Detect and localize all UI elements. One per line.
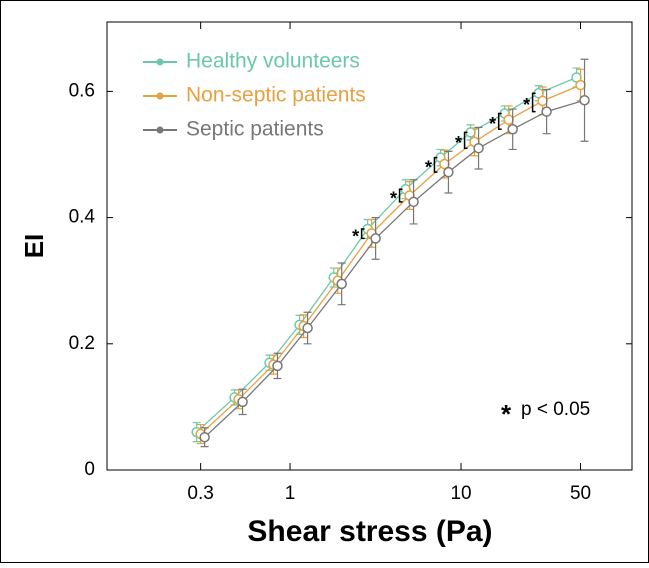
significance-marker: * bbox=[352, 226, 359, 246]
data-point bbox=[507, 124, 518, 135]
data-point bbox=[575, 79, 586, 91]
series-line bbox=[200, 84, 581, 435]
significance-bracket bbox=[463, 131, 468, 149]
significance-note: p < 0.05 bbox=[521, 399, 590, 420]
data-point bbox=[302, 322, 313, 334]
data-point bbox=[336, 278, 347, 290]
significance-marker: * bbox=[425, 158, 432, 178]
x-tick-label: 1 bbox=[285, 483, 296, 504]
significance-bracket bbox=[398, 188, 403, 203]
series-line bbox=[204, 99, 585, 438]
data-point bbox=[503, 114, 514, 126]
y-tick-label: 0.6 bbox=[69, 80, 95, 101]
data-point bbox=[408, 196, 419, 208]
data-point bbox=[443, 166, 454, 178]
legend-marker bbox=[156, 126, 164, 134]
significance-bracket bbox=[497, 112, 502, 131]
data-point bbox=[272, 360, 283, 372]
y-tick-label: 0.4 bbox=[69, 207, 96, 228]
significance-bracket bbox=[360, 228, 365, 240]
legend-label: Septic patients bbox=[186, 118, 324, 141]
significance-legend-marker: * bbox=[501, 399, 512, 429]
significance-marker: * bbox=[455, 133, 462, 153]
data-point bbox=[537, 95, 548, 107]
data-point bbox=[237, 396, 248, 408]
x-tick-label: 10 bbox=[450, 483, 471, 504]
significance-marker: * bbox=[489, 114, 496, 134]
x-tick-label: 0.3 bbox=[187, 483, 213, 504]
legend-label: Non-septic patients bbox=[186, 84, 366, 107]
legend-marker bbox=[156, 92, 164, 100]
data-point bbox=[541, 106, 552, 117]
data-point bbox=[370, 233, 381, 244]
significance-marker: * bbox=[390, 188, 397, 208]
plot-area bbox=[106, 21, 633, 471]
legend-label: Healthy volunteers bbox=[186, 50, 360, 73]
data-point bbox=[473, 142, 484, 154]
legend-marker bbox=[156, 58, 164, 66]
data-point bbox=[199, 431, 210, 443]
significance-bracket bbox=[433, 156, 438, 173]
y-axis-label: EI bbox=[19, 234, 49, 259]
y-tick-label: 0.2 bbox=[69, 333, 95, 354]
data-point bbox=[579, 94, 590, 106]
y-tick-label: 0 bbox=[84, 459, 95, 480]
significance-marker: * bbox=[523, 95, 530, 115]
series-line bbox=[196, 76, 577, 433]
significance-bracket bbox=[531, 92, 536, 113]
x-axis-label: Shear stress (Pa) bbox=[247, 515, 492, 548]
x-tick-label: 50 bbox=[570, 483, 591, 504]
